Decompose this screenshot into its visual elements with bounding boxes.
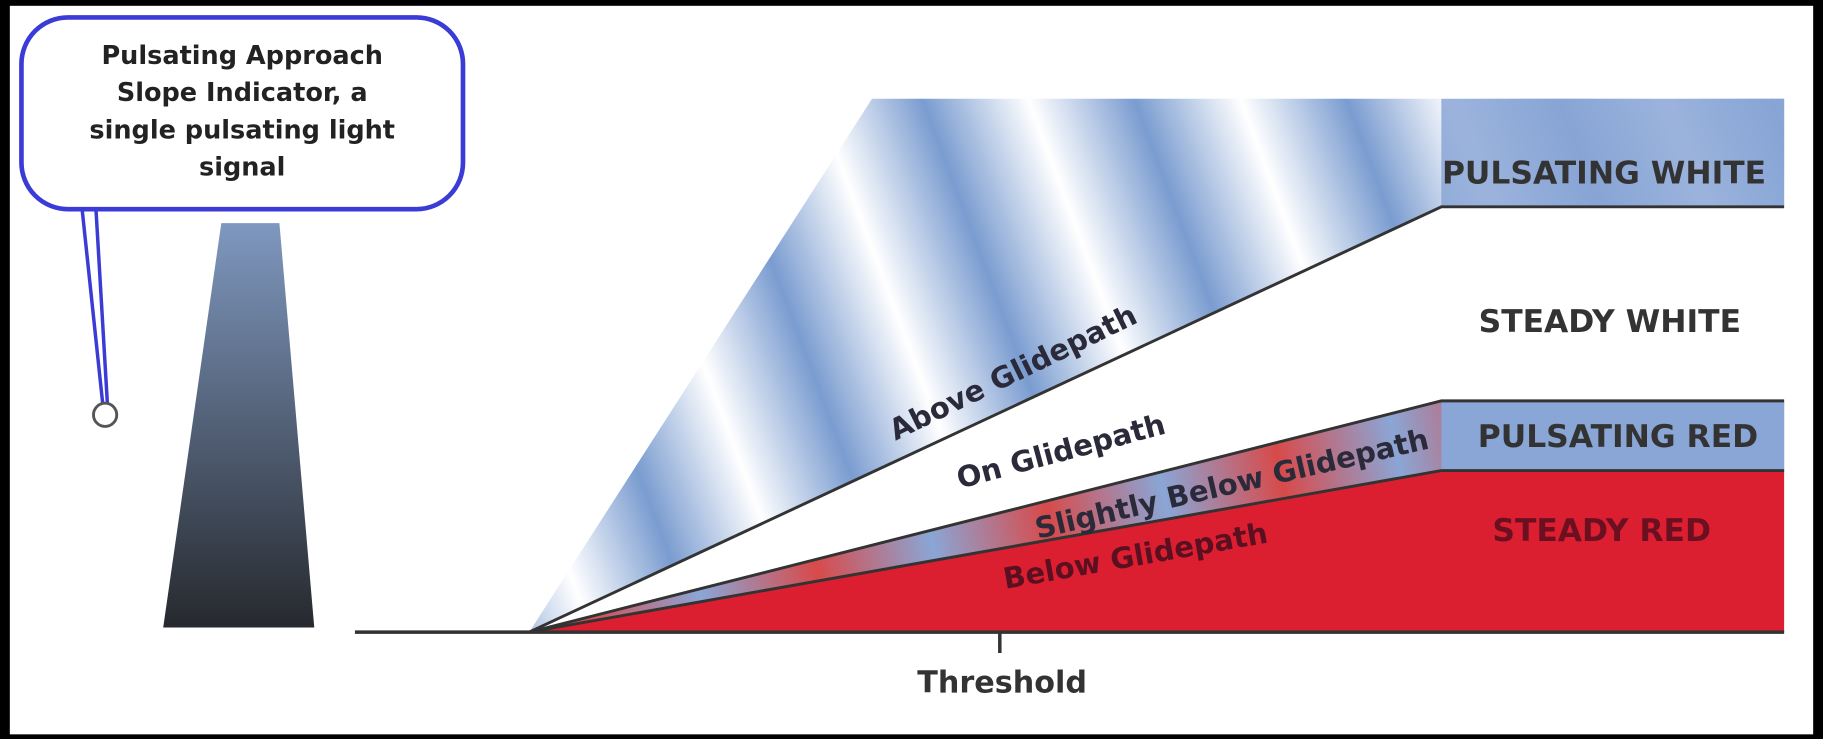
signal-label: STEADY WHITE bbox=[1479, 304, 1741, 340]
light-point bbox=[93, 403, 116, 426]
papi-diagram: Threshold Above Glidepath On Glidepath S… bbox=[0, 0, 1823, 739]
threshold-label: Threshold bbox=[917, 666, 1087, 701]
callout-line: single pulsating light bbox=[89, 115, 395, 145]
signal-label: PULSATING RED bbox=[1478, 419, 1758, 455]
callout-line: signal bbox=[199, 152, 285, 182]
callout-line: Slope Indicator, a bbox=[117, 78, 368, 108]
signal-label: PULSATING WHITE bbox=[1442, 155, 1766, 191]
callout-line: Pulsating Approach bbox=[101, 41, 383, 71]
signal-label: STEADY RED bbox=[1492, 513, 1711, 549]
